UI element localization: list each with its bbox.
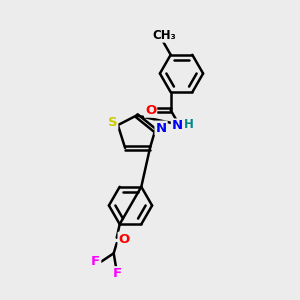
Text: O: O <box>145 104 156 117</box>
Text: CH₃: CH₃ <box>153 29 177 42</box>
Text: S: S <box>108 116 117 129</box>
Text: O: O <box>118 233 130 246</box>
Text: F: F <box>91 255 100 268</box>
Text: H: H <box>184 118 194 131</box>
Text: F: F <box>113 267 122 280</box>
Text: N: N <box>172 119 183 133</box>
Text: N: N <box>155 122 167 135</box>
